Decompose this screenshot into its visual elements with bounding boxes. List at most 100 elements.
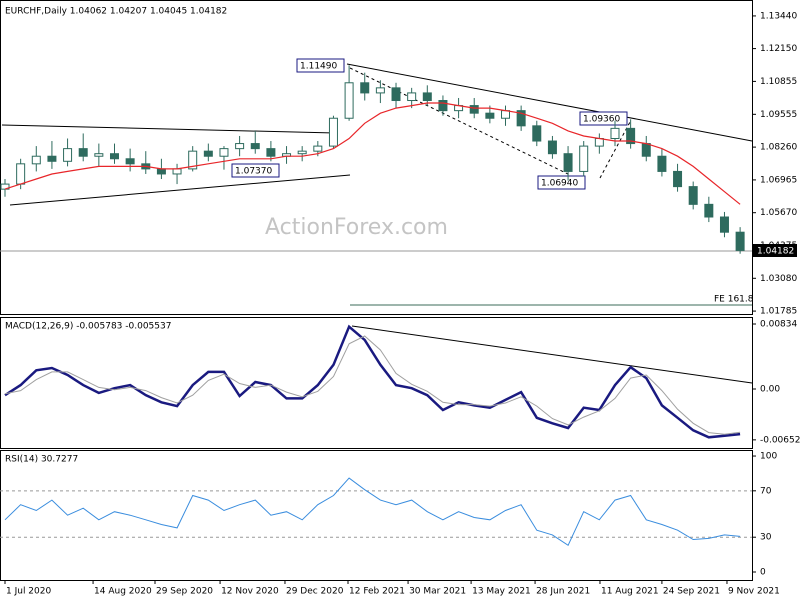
candle-body bbox=[156, 168, 166, 175]
candle-body bbox=[250, 143, 260, 150]
y-tick-label: 100 bbox=[760, 452, 777, 462]
candle-body bbox=[657, 155, 667, 172]
y-tick-label: 1.05670 bbox=[760, 208, 797, 218]
candle-body bbox=[547, 140, 557, 155]
price-annotation: 1.11490 bbox=[300, 62, 337, 72]
y-tick-label: -0.006525 bbox=[760, 435, 800, 445]
macd-title: MACD(12,26,9) -0.005783 -0.005537 bbox=[5, 322, 171, 332]
series-line bbox=[4, 324, 741, 439]
candle-body bbox=[188, 150, 198, 170]
last-price-label: 1.04182 bbox=[757, 247, 794, 257]
price-annotation: 1.07370 bbox=[235, 167, 272, 177]
x-tick-label: 11 Aug 2021 bbox=[601, 587, 659, 597]
price-panel bbox=[0, 0, 753, 315]
candle-body bbox=[391, 87, 401, 102]
candle-body bbox=[297, 150, 307, 155]
x-tick-label: 1 Jul 2020 bbox=[6, 587, 51, 597]
candle-body bbox=[516, 110, 526, 127]
label-box bbox=[537, 175, 586, 190]
candle-body bbox=[94, 153, 104, 157]
candle-body bbox=[16, 163, 26, 185]
rsi-title: RSI(14) 30.7277 bbox=[5, 455, 78, 465]
candle-body bbox=[704, 203, 714, 218]
y-tick-label: 70 bbox=[760, 486, 772, 496]
y-tick-label: 1.06965 bbox=[760, 175, 797, 185]
y-tick-label: 1.09555 bbox=[760, 110, 797, 120]
candle-body bbox=[78, 148, 88, 157]
candle-body bbox=[735, 231, 745, 251]
candle-body bbox=[626, 127, 636, 145]
x-tick-label: 28 Jun 2021 bbox=[536, 587, 590, 597]
trendline bbox=[349, 67, 571, 176]
fe-label: FE 161.8 bbox=[714, 295, 754, 305]
candle-body bbox=[125, 158, 135, 165]
y-tick-label: 1.12150 bbox=[760, 44, 797, 54]
candle-body bbox=[360, 82, 370, 94]
candle-body bbox=[63, 148, 73, 162]
trendline bbox=[599, 121, 631, 179]
candle-body bbox=[719, 216, 729, 233]
candle-body bbox=[579, 145, 589, 172]
trendlines bbox=[1, 63, 753, 384]
moving-average bbox=[4, 102, 741, 205]
candle-body bbox=[109, 153, 119, 160]
candle-body bbox=[328, 117, 338, 147]
trendline bbox=[9, 174, 351, 206]
candle-body bbox=[688, 186, 698, 205]
price-annotation: 1.09360 bbox=[583, 115, 620, 125]
candle-body bbox=[344, 82, 354, 119]
y-tick-label: 30 bbox=[760, 533, 772, 543]
candle-body bbox=[0, 183, 10, 190]
candle-body bbox=[375, 87, 385, 94]
y-tick-label: 1.03080 bbox=[760, 274, 797, 284]
x-tick-label: 30 Mar 2021 bbox=[409, 587, 466, 597]
candle-body bbox=[641, 143, 651, 157]
candle-body bbox=[563, 153, 573, 172]
x-tick-label: 13 May 2021 bbox=[472, 587, 531, 597]
candle-body bbox=[501, 110, 511, 119]
candle-body bbox=[469, 105, 479, 114]
candle-body bbox=[422, 92, 432, 102]
y-tick-label: 0 bbox=[760, 567, 766, 577]
candle-body bbox=[594, 138, 604, 147]
trendline bbox=[1, 124, 336, 134]
x-tick-label: 24 Sep 2021 bbox=[663, 587, 720, 597]
candle-body bbox=[407, 92, 417, 102]
label-box bbox=[296, 58, 345, 73]
rsi-panel bbox=[0, 450, 753, 581]
y-tick-label: 0.00 bbox=[760, 385, 780, 395]
candle-body bbox=[47, 155, 57, 162]
trendline bbox=[346, 63, 753, 142]
plot: 1.13440 1.12150 1.10855 1.09555 1.08260 1.069… bbox=[0, 11, 800, 597]
candle-body bbox=[485, 112, 495, 119]
candle-body bbox=[235, 143, 245, 150]
last-price-box bbox=[753, 244, 797, 257]
candle-body bbox=[31, 155, 41, 165]
price-annotation: 1.06940 bbox=[541, 179, 578, 189]
candle-body bbox=[219, 148, 229, 157]
x-tick-label: 12 Nov 2020 bbox=[221, 587, 279, 597]
series-line bbox=[4, 477, 741, 547]
candle-body bbox=[313, 145, 323, 152]
series-line bbox=[4, 335, 741, 435]
candle-body bbox=[673, 170, 683, 188]
x-tick-label: 9 Nov 2021 bbox=[728, 587, 780, 597]
watermark: ActionForex.com bbox=[265, 215, 448, 240]
candle-body bbox=[266, 148, 276, 157]
x-tick-label: 12 Feb 2021 bbox=[349, 587, 405, 597]
candle-body bbox=[203, 150, 213, 157]
y-tick-label: 1.10855 bbox=[760, 77, 797, 87]
x-tick-label: 29 Dec 2020 bbox=[286, 587, 344, 597]
label-box bbox=[231, 163, 280, 178]
y-tick-label: 1.13440 bbox=[760, 11, 797, 21]
candle-body bbox=[532, 125, 542, 142]
candle-body bbox=[438, 100, 448, 112]
candle-body bbox=[172, 168, 182, 175]
y-tick-label: 1.01785 bbox=[760, 307, 797, 317]
price-title: EURCHF,Daily 1.04062 1.04207 1.04045 1.0… bbox=[5, 7, 227, 17]
candle-body bbox=[610, 127, 620, 140]
y-tick-label: 0.00834 bbox=[760, 320, 797, 330]
x-tick-label: 29 Sep 2020 bbox=[156, 587, 213, 597]
trendline bbox=[351, 325, 753, 384]
